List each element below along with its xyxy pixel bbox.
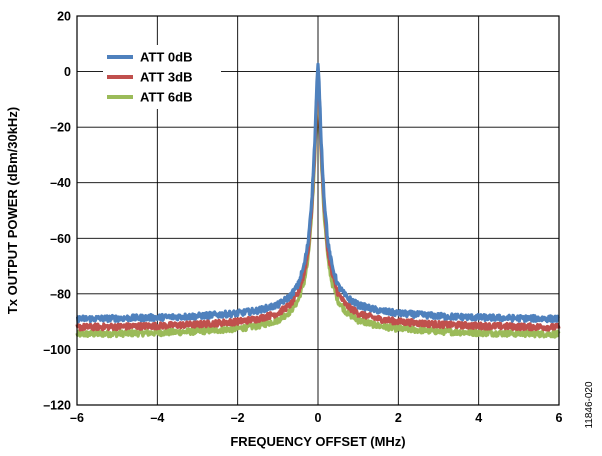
y-axis-title: Tx OUTPUT POWER (dBm/30kHz) <box>5 107 20 314</box>
y-tick-label: –20 <box>50 121 71 135</box>
y-tick-label: –60 <box>50 232 71 246</box>
series-group <box>75 62 561 339</box>
x-tick-label: 2 <box>395 411 402 425</box>
y-tick-label: –80 <box>50 287 71 301</box>
plot-area-frame <box>76 15 560 406</box>
legend: ATT 0dB ATT 3dB ATT 6dB <box>103 45 221 109</box>
y-tick-label: –120 <box>43 399 71 413</box>
x-tick-label: –6 <box>70 411 84 425</box>
x-axis-title: FREQUENCY OFFSET (MHz) <box>230 434 405 449</box>
legend-label: ATT 0dB <box>140 50 192 65</box>
x-tick-label: 4 <box>475 411 482 425</box>
x-axis-tick-labels: –6 –4 –2 0 2 4 6 <box>70 411 562 425</box>
x-tick-label: 6 <box>556 411 563 425</box>
figure-id: 11846-020 <box>584 381 595 429</box>
y-tick-label: 0 <box>64 65 71 79</box>
legend-label: ATT 6dB <box>140 90 192 105</box>
y-tick-label: –40 <box>50 176 71 190</box>
series-line-att-0db <box>75 62 561 324</box>
y-axis-tick-labels: –120 –100 –80 –60 –40 –20 0 20 <box>43 10 71 413</box>
legend-label: ATT 3dB <box>140 70 192 85</box>
x-tick-label: –2 <box>231 411 245 425</box>
y-tick-label: –100 <box>43 343 71 357</box>
x-tick-label: 0 <box>315 411 322 425</box>
x-tick-label: –4 <box>150 411 164 425</box>
y-tick-label: 20 <box>57 10 71 24</box>
